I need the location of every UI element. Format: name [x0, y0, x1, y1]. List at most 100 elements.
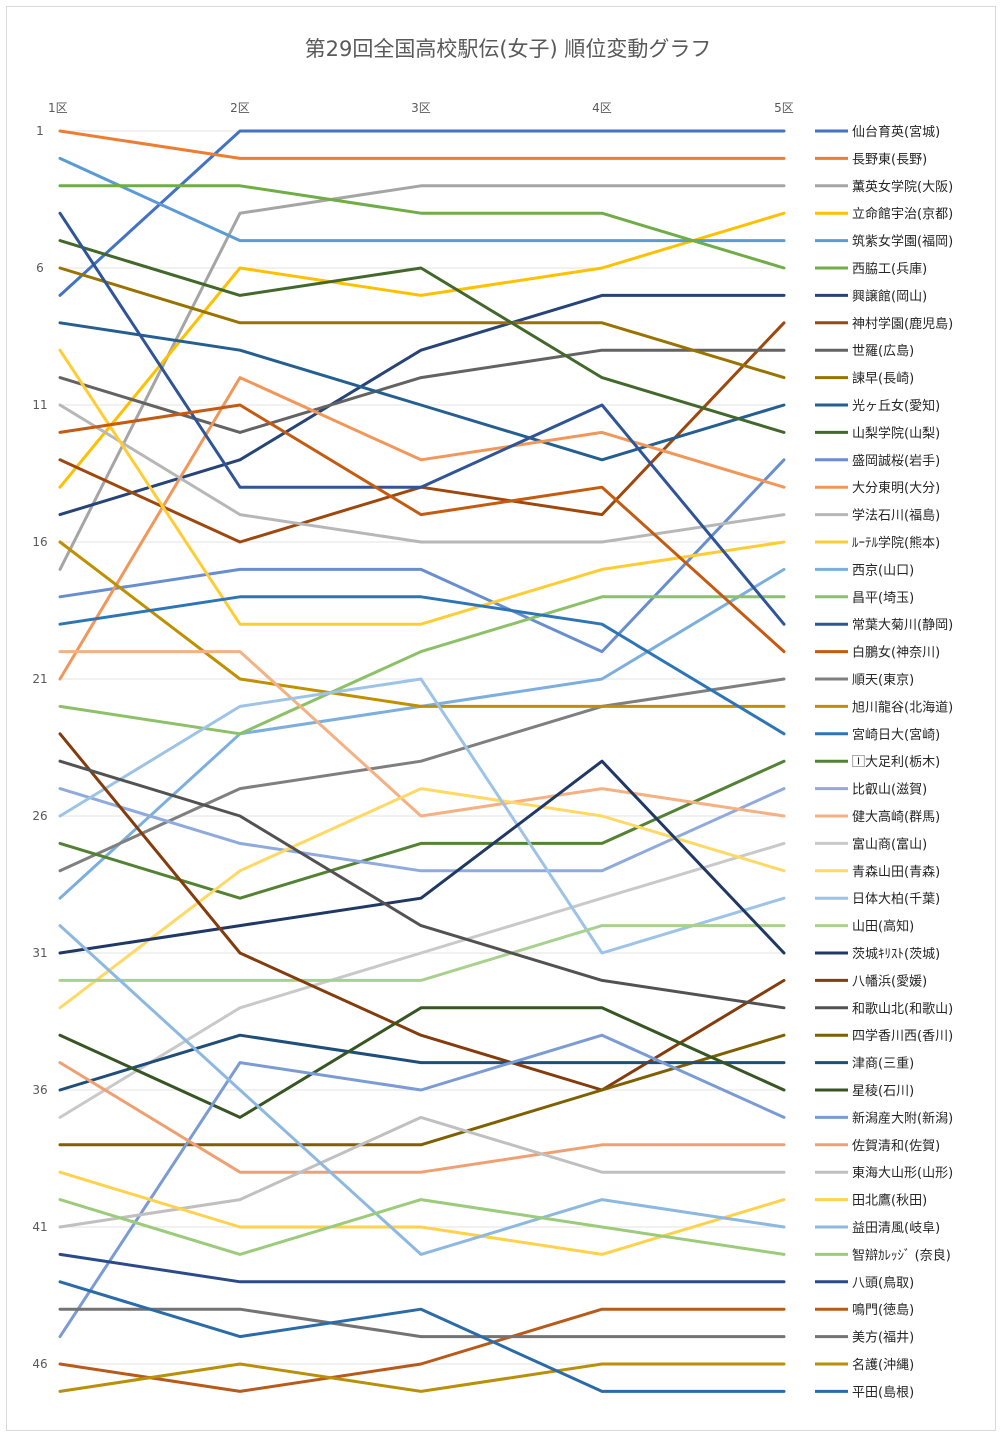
- y-tick-label: 21: [32, 672, 47, 686]
- legend-label: 名護(沖縄): [852, 1357, 914, 1373]
- legend-label: 青森山田(青森): [852, 865, 940, 880]
- legend-label: 平田(島根): [852, 1385, 914, 1400]
- legend-item: 益田清風(岐阜): [815, 1220, 940, 1236]
- legend-label: 筑紫女学園(福岡): [852, 234, 953, 250]
- series-line: [58, 787, 786, 873]
- x-tick-label: 5区: [774, 101, 794, 115]
- series-line: [58, 403, 786, 654]
- series-line: [58, 595, 786, 736]
- series-line: [58, 1252, 786, 1284]
- x-axis-ticks: 1区 2区 3区 4区 5区: [48, 101, 794, 115]
- legend-label: 西京(山口): [852, 563, 914, 578]
- legend-item: 🄸大足利(栃木): [815, 755, 940, 770]
- legend-label: 昌平(埼玉): [852, 591, 914, 606]
- legend-item: 青森山田(青森): [815, 865, 940, 880]
- series-line: [58, 1280, 786, 1393]
- legend-item: 富山商(富山): [815, 836, 927, 852]
- legend-item: 大分東明(大分): [815, 480, 940, 496]
- legend-label: 旭川龍谷(北海道): [852, 699, 953, 715]
- legend-label: 順天(東京): [852, 672, 914, 688]
- legend-item: 長野東(長野): [815, 151, 927, 167]
- series-line: [58, 129, 786, 160]
- legend-item: 比叡山(滋賀): [815, 783, 927, 798]
- series-line: [58, 841, 786, 1119]
- y-tick-label: 36: [32, 1083, 47, 1097]
- legend-label: 新潟産大附(新潟): [852, 1110, 953, 1126]
- legend-label: 白鵬女(神奈川): [852, 645, 940, 661]
- legend-item: 盛岡誠桜(岩手): [815, 454, 940, 469]
- legend-item: 星稜(石川): [815, 1084, 914, 1099]
- legend-item: 田北鷹(秋田): [815, 1194, 927, 1209]
- legend-label: 八幡浜(愛媛): [852, 974, 927, 989]
- legend-item: 東海大山形(山形): [815, 1165, 953, 1181]
- legend-label: 山田(高知): [852, 919, 914, 935]
- legend-label: 東海大山形(山形): [852, 1165, 953, 1181]
- legend-label: 星稜(石川): [852, 1084, 914, 1099]
- series-line: [58, 1033, 786, 1092]
- legend-item: 八頭(鳥取): [815, 1276, 914, 1291]
- chart-frame: [6, 6, 996, 1431]
- series-line: [58, 156, 786, 243]
- legend-label: 興譲館(岡山): [852, 288, 927, 304]
- legend-label: 大分東明(大分): [852, 480, 940, 496]
- legend-item: 茨城ｷﾘｽﾄ(茨城): [815, 947, 940, 962]
- legend-label: 益田清風(岐阜): [852, 1220, 940, 1236]
- legend-item: 薫英女学院(大阪): [815, 179, 953, 195]
- series-line: [58, 266, 786, 380]
- legend-item: 山田(高知): [815, 919, 914, 935]
- legend-label: 仙台育英(宮城): [852, 124, 940, 140]
- series-line: [58, 650, 786, 818]
- y-tick-label: 26: [32, 809, 47, 823]
- legend-label: 学法石川(福島): [852, 508, 940, 524]
- legend-item: 美方(福井): [815, 1330, 914, 1346]
- legend-item: 佐賀清和(佐賀): [815, 1139, 940, 1154]
- series-line: [58, 239, 786, 434]
- legend-item: 諫早(長崎): [815, 371, 914, 387]
- legend-label: 富山商(富山): [852, 836, 927, 852]
- series-line: [58, 211, 786, 626]
- legend-item: 神村学園(鹿児島): [815, 316, 953, 332]
- legend-item: 学法石川(福島): [815, 508, 940, 524]
- series-line: [58, 540, 786, 708]
- series-lines: [58, 129, 786, 1393]
- legend-item: 西京(山口): [815, 563, 914, 578]
- legend-item: 世羅(広島): [815, 344, 914, 359]
- legend-item: 順天(東京): [815, 672, 914, 688]
- legend-label: 八頭(鳥取): [852, 1276, 914, 1291]
- legend-item: 智辯ｶﾚｯｼﾞ (奈良): [815, 1247, 951, 1263]
- legend-item: 八幡浜(愛媛): [815, 974, 927, 989]
- y-tick-label: 6: [36, 261, 44, 275]
- legend-item: 西脇工(兵庫): [815, 262, 927, 277]
- series-line: [58, 787, 786, 1010]
- legend-item: 昌平(埼玉): [815, 591, 914, 606]
- legend-label: 茨城ｷﾘｽﾄ(茨城): [852, 947, 940, 962]
- y-tick-label: 1: [36, 124, 44, 138]
- legend-item: 筑紫女学園(福岡): [815, 234, 953, 250]
- y-tick-label: 31: [32, 946, 47, 960]
- legend-item: 新潟産大附(新潟): [815, 1110, 953, 1126]
- series-line: [58, 1006, 786, 1119]
- series-line: [58, 1198, 786, 1256]
- legend-item: 名護(沖縄): [815, 1357, 914, 1373]
- legend-item: 常葉大菊川(静岡): [815, 618, 953, 633]
- legend-item: 鳴門(徳島): [815, 1303, 914, 1318]
- series-line: [58, 924, 786, 982]
- series-line: [58, 732, 786, 1092]
- legend-label: 田北鷹(秋田): [852, 1194, 927, 1209]
- legend-item: 宮崎日大(宮崎): [815, 727, 940, 743]
- y-tick-label: 16: [32, 535, 47, 549]
- series-line: [58, 1033, 786, 1147]
- series-line: [58, 403, 786, 544]
- y-tick-label: 11: [32, 398, 47, 412]
- legend-label: 智辯ｶﾚｯｼﾞ (奈良): [852, 1247, 951, 1263]
- legend-item: 白鵬女(神奈川): [815, 645, 940, 661]
- series-line: [58, 184, 786, 270]
- legend-item: 立命館宇治(京都): [815, 206, 953, 222]
- legend-label: 諫早(長崎): [852, 371, 914, 387]
- series-line: [58, 1170, 786, 1256]
- series-line: [58, 348, 786, 434]
- x-tick-label: 4区: [592, 101, 612, 115]
- legend-label: 比叡山(滋賀): [852, 783, 927, 798]
- legend-label: 佐賀清和(佐賀): [852, 1139, 940, 1154]
- series-line: [58, 348, 786, 626]
